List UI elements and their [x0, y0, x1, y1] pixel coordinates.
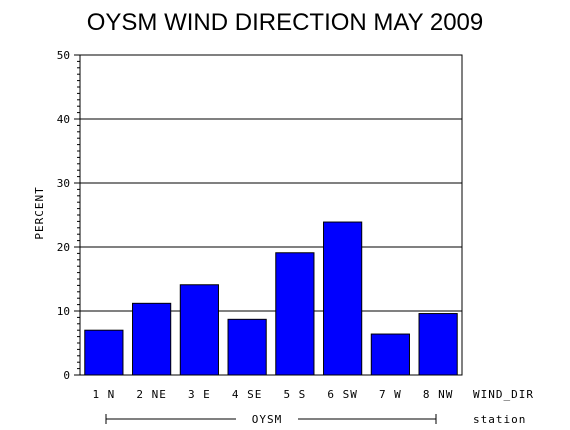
y-axis-label: PERCENT — [33, 186, 46, 239]
bar-8 — [418, 313, 458, 376]
y-tick-label-4: 40 — [57, 113, 70, 126]
bar-2 — [132, 302, 172, 376]
y-tick-label-1: 10 — [57, 305, 70, 318]
bars — [84, 221, 458, 376]
x-tick-label-7: 7 W — [379, 388, 402, 401]
x-tick-label-2: 2 NE — [136, 388, 167, 401]
bar-7 — [370, 333, 410, 376]
x-tick-label-6: 6 SW — [327, 388, 358, 401]
chart-title: OYSM WIND DIRECTION MAY 2009 — [87, 9, 484, 36]
x-axis-label: WIND_DIR — [473, 388, 534, 401]
grid-lines — [80, 54, 462, 312]
x-tick-label-5: 5 S — [283, 388, 306, 401]
y-tick-label-5: 50 — [57, 49, 70, 62]
bar-4 — [227, 318, 267, 376]
x-tick-label-4: 4 SE — [232, 388, 263, 401]
y-tick-label-2: 20 — [57, 241, 70, 254]
y-tick-label-0: 0 — [63, 369, 70, 382]
group-label: OYSM — [252, 413, 283, 426]
bar-3 — [179, 284, 219, 376]
x-tick-label-3: 3 E — [188, 388, 211, 401]
bar-1 — [84, 329, 124, 376]
bar-6 — [323, 221, 363, 376]
y-axis: 0 10 20 30 40 50 — [57, 49, 80, 382]
x-tick-label-1: 1 N — [92, 388, 115, 401]
y-tick-label-3: 30 — [57, 177, 70, 190]
x-tick-label-8: 8 NW — [423, 388, 454, 401]
bar-5 — [275, 252, 315, 376]
group-axis-label: station — [473, 413, 526, 426]
station-group-axis: OYSM station — [105, 413, 526, 426]
x-axis: 1 N 2 NE 3 E 4 SE 5 S 6 SW 7 W 8 NW — [92, 388, 454, 401]
